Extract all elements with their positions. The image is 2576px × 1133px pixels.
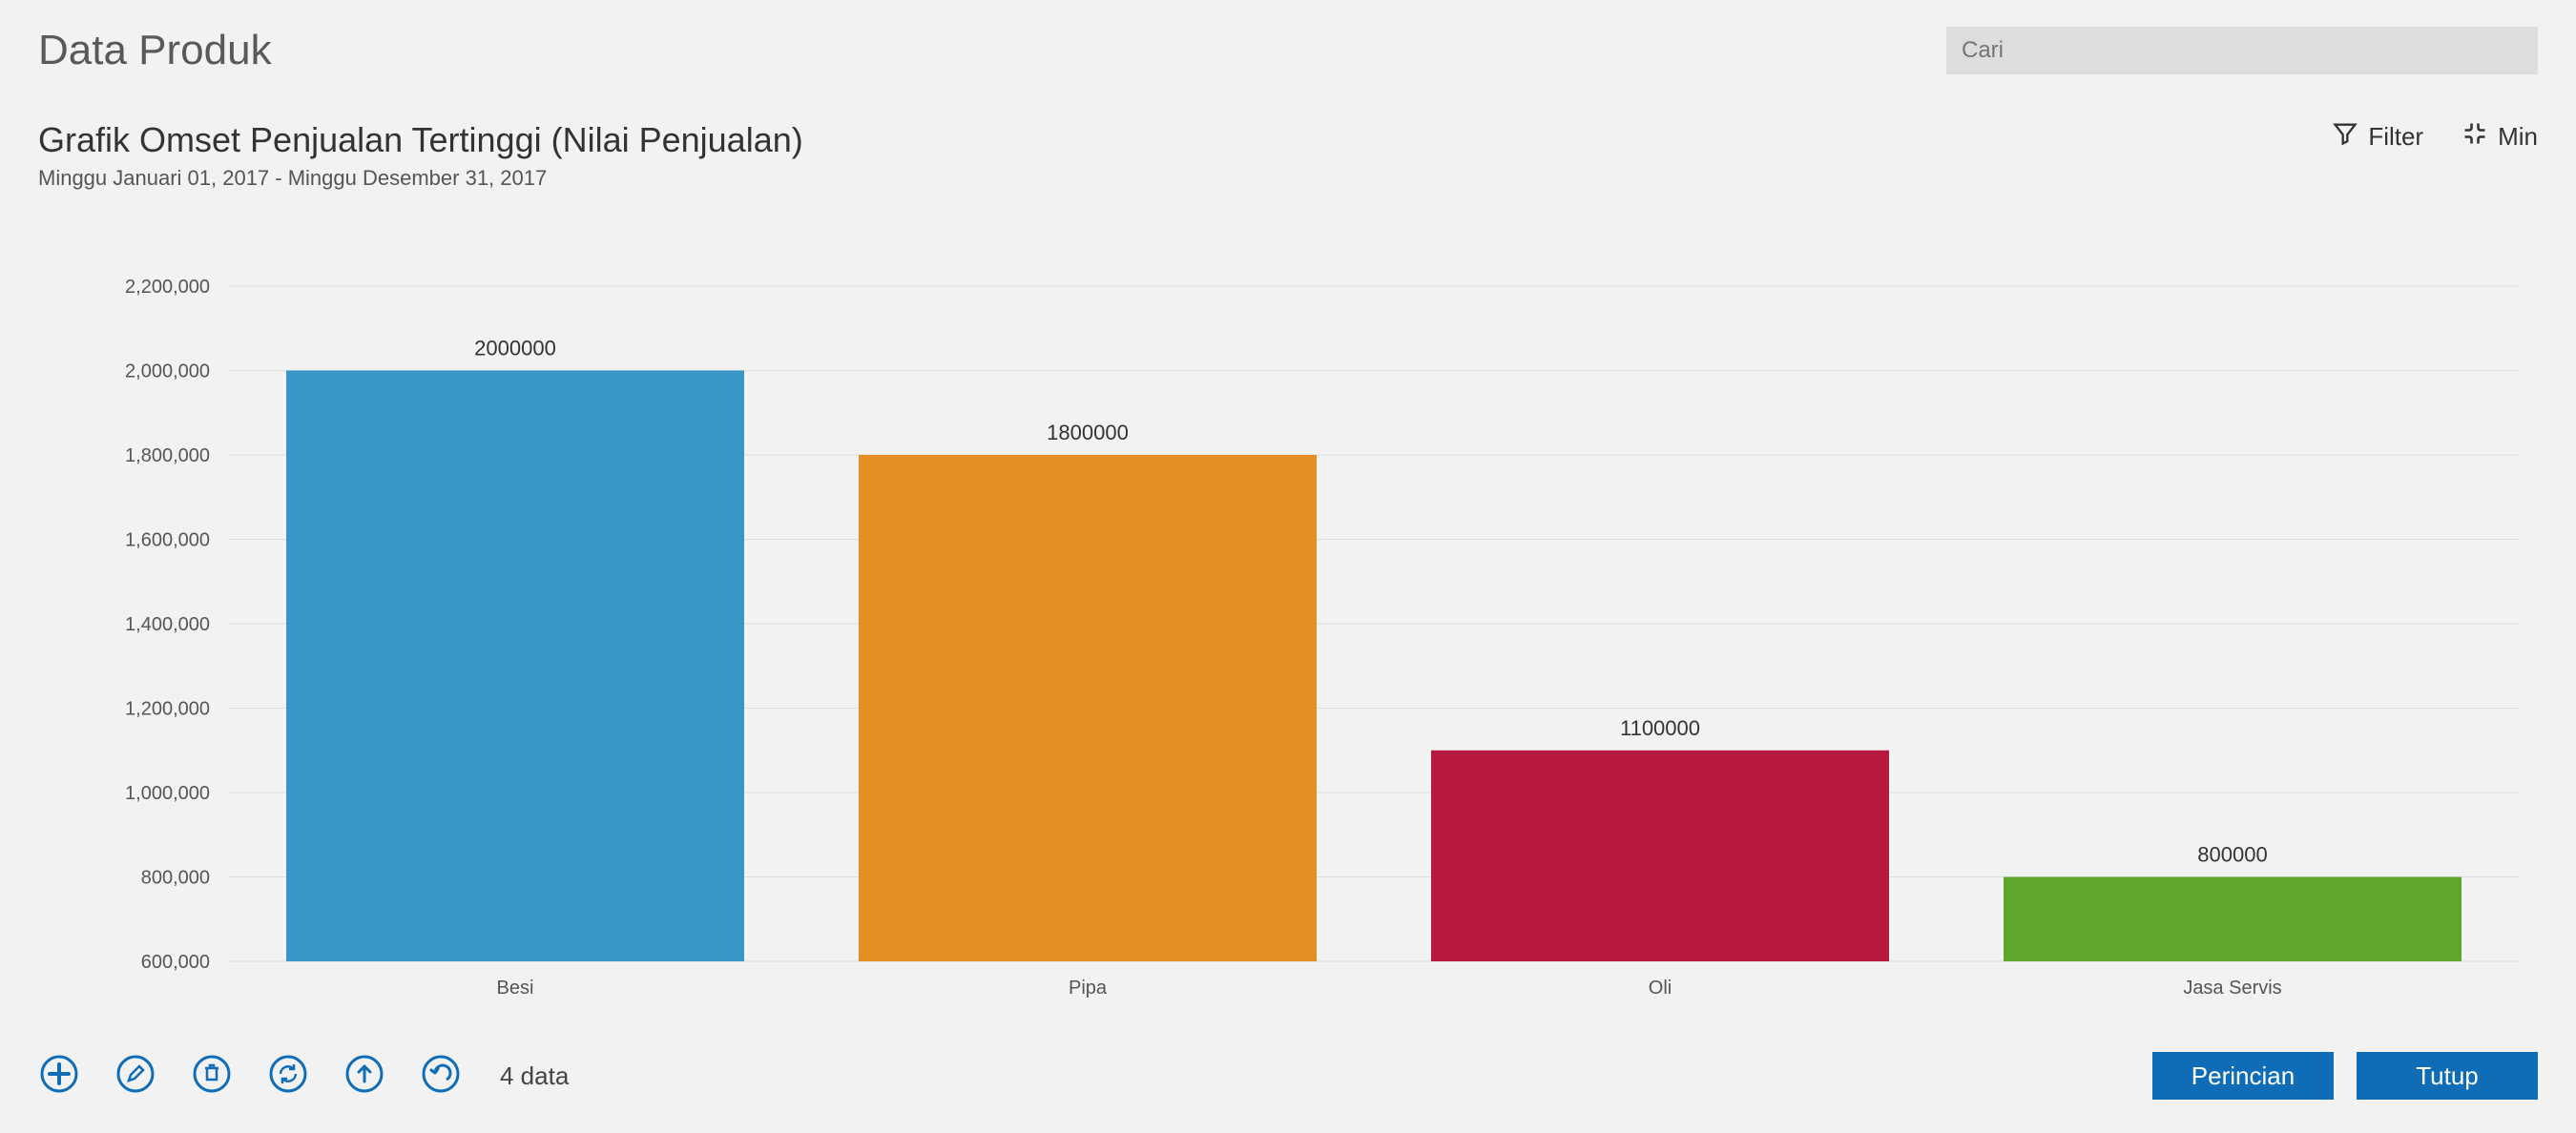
upload-button[interactable]: [343, 1055, 385, 1097]
svg-text:1,200,000: 1,200,000: [125, 699, 210, 720]
minimize-icon: [2462, 120, 2488, 154]
close-button[interactable]: Tutup: [2357, 1052, 2538, 1100]
chart-daterange: Minggu Januari 01, 2017 - Minggu Desembe…: [38, 166, 803, 191]
svg-text:800000: 800000: [2197, 843, 2267, 867]
svg-text:600,000: 600,000: [141, 952, 210, 973]
detail-button[interactable]: Perincian: [2152, 1052, 2334, 1100]
delete-button[interactable]: [191, 1055, 233, 1097]
filter-label: Filter: [2368, 122, 2423, 152]
chart-area: 600,000 800,000 1,000,000 1,200,000 1,400,00…: [38, 267, 2538, 1009]
svg-text:Oli: Oli: [1649, 978, 1672, 999]
svg-text:Besi: Besi: [497, 978, 534, 999]
svg-text:1800000: 1800000: [1047, 421, 1129, 444]
page-title: Data Produk: [38, 27, 272, 74]
undo-icon: [420, 1053, 462, 1100]
svg-text:Jasa Servis: Jasa Servis: [2183, 978, 2281, 999]
search-input[interactable]: [1962, 37, 2523, 64]
svg-text:1,400,000: 1,400,000: [125, 614, 210, 635]
pencil-icon: [114, 1053, 156, 1100]
edit-button[interactable]: [114, 1055, 156, 1097]
svg-text:2,200,000: 2,200,000: [125, 277, 210, 298]
svg-text:2,000,000: 2,000,000: [125, 361, 210, 382]
refresh-button[interactable]: [267, 1055, 309, 1097]
chart-title: Grafik Omset Penjualan Tertinggi (Nilai …: [38, 120, 803, 160]
svg-text:1100000: 1100000: [1620, 716, 1700, 740]
filter-button[interactable]: Filter: [2332, 120, 2423, 154]
svg-text:1,000,000: 1,000,000: [125, 783, 210, 804]
plus-icon: [38, 1053, 80, 1100]
minimize-label: Min: [2498, 122, 2538, 152]
undo-button[interactable]: [420, 1055, 462, 1097]
svg-text:1,800,000: 1,800,000: [125, 445, 210, 466]
minimize-button[interactable]: Min: [2462, 120, 2538, 154]
svg-text:Pipa: Pipa: [1069, 978, 1108, 999]
bar-chart: 600,000 800,000 1,000,000 1,200,000 1,400,00…: [38, 267, 2538, 1009]
trash-icon: [191, 1053, 233, 1100]
svg-text:800,000: 800,000: [141, 868, 210, 889]
add-button[interactable]: [38, 1055, 80, 1097]
svg-text:1,600,000: 1,600,000: [125, 530, 210, 551]
arrow-up-icon: [343, 1053, 385, 1100]
filter-icon: [2332, 120, 2358, 154]
refresh-icon: [267, 1053, 309, 1100]
search-input-wrap[interactable]: [1946, 27, 2538, 74]
data-count: 4 data: [500, 1061, 569, 1091]
svg-text:2000000: 2000000: [474, 337, 556, 360]
